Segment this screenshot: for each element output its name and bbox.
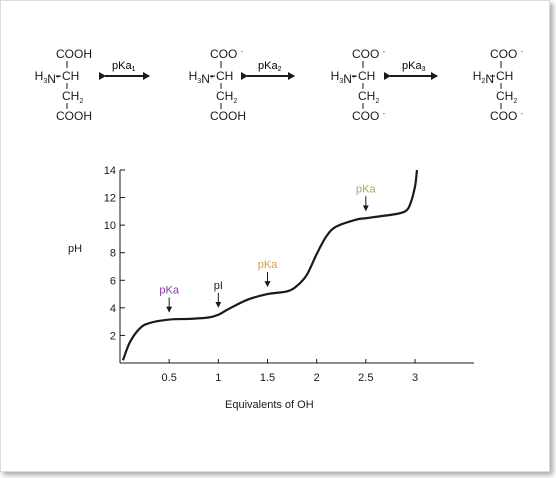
- equilibrium-2-label: pKa2: [258, 60, 282, 73]
- titration-curve: [121, 169, 419, 361]
- species-3-top-group: COO -: [352, 47, 386, 61]
- species-2-bottom-group: COOH: [210, 109, 246, 123]
- y-tick-label: 2: [110, 330, 116, 342]
- equilibrium-1-label: pKa1: [112, 60, 136, 73]
- y-tick-label: 14: [104, 165, 116, 177]
- species-4-alpha-carbon: CH: [496, 69, 513, 83]
- species-2-top-group: COO -: [210, 47, 244, 61]
- x-tick-label: 1.5: [260, 372, 275, 384]
- species-4-amine: H2N: [473, 69, 494, 86]
- y-tick-label: 10: [104, 220, 116, 232]
- species-4-top-group: COO -: [490, 47, 524, 61]
- x-axis-label: Equivalents of OH: [225, 399, 314, 411]
- annotation-label: pI: [214, 280, 223, 292]
- species-4: COO - H2N CH CH2 COO -: [473, 47, 524, 123]
- titration-chart: 2 4 6 8 10 12 14 0.5 1 1.5 2 2.5 3 pH Equivalents o…: [68, 165, 474, 411]
- x-tick-label: 1: [215, 372, 221, 384]
- y-tick-label: 6: [110, 275, 116, 287]
- annotation-1: pKa: [159, 285, 180, 313]
- y-tick-label: 8: [110, 248, 116, 260]
- species-3: COO - H3N+ CH CH2 COO -: [331, 47, 386, 123]
- species-2: COO - H3N+ CH CH2 COOH: [189, 47, 246, 123]
- species-3-methylene: CH2: [358, 89, 379, 105]
- species-1-amine: H3N+: [35, 69, 60, 86]
- x-tick-label: 0.5: [162, 372, 177, 384]
- annotation-4: pKa: [356, 183, 376, 212]
- annotation-label: pKa: [356, 183, 376, 195]
- species-1-methylene: CH2: [62, 89, 83, 105]
- species-2-amine: H3N+: [189, 69, 214, 86]
- species-1-top-group: COOH: [56, 47, 92, 61]
- annotation-3: pKa: [258, 259, 278, 288]
- species-1: COOH H3N+ CH CH2 COOH: [35, 47, 92, 123]
- species-1-bottom-group: COOH: [56, 109, 92, 123]
- species-3-alpha-carbon: CH: [358, 69, 375, 83]
- equilibrium-3: pKa3: [384, 60, 438, 80]
- species-3-amine: H3N+: [331, 69, 356, 86]
- y-tick-label: 4: [110, 303, 116, 315]
- y-axis-label: pH: [68, 243, 82, 255]
- annotation-label: pKa: [159, 285, 179, 297]
- equilibrium-3-label: pKa3: [402, 60, 426, 73]
- annotation-2: pI: [214, 280, 223, 308]
- x-tick-label: 3: [412, 372, 418, 384]
- equilibrium-1: pKa1: [99, 60, 150, 80]
- x-tick-label: 2.5: [358, 372, 373, 384]
- species-4-methylene: CH2: [496, 89, 517, 105]
- species-2-methylene: CH2: [216, 89, 237, 105]
- annotation-label: pKa: [258, 259, 278, 271]
- species-4-bottom-group: COO -: [490, 109, 524, 123]
- equilibrium-2: pKa2: [241, 60, 295, 80]
- species-3-bottom-group: COO -: [352, 109, 386, 123]
- y-tick-label: 12: [104, 193, 116, 205]
- species-1-alpha-carbon: CH: [62, 69, 79, 83]
- species-2-alpha-carbon: CH: [216, 69, 233, 83]
- x-tick-label: 2: [314, 372, 320, 384]
